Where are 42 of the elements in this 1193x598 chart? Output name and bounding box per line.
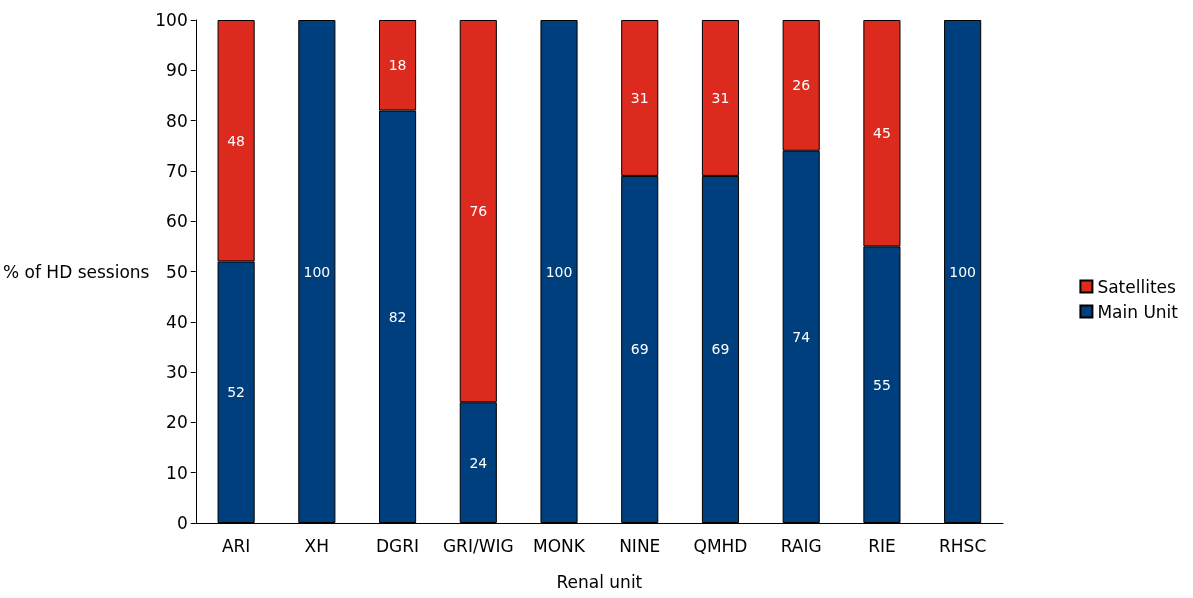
data-label: 52 (227, 384, 246, 401)
legend-label: Satellites (1097, 276, 1177, 297)
x-tick-label: DGRI (376, 535, 420, 556)
x-tick-label: XH (304, 535, 330, 556)
y-tick-label: 90 (166, 60, 188, 81)
x-tick-label: RAIG (780, 535, 822, 556)
x-tick-label: MONK (533, 535, 586, 556)
legend-label: Main Unit (1097, 301, 1179, 322)
data-label: 48 (227, 132, 246, 149)
y-tick-label: 100 (155, 10, 188, 30)
data-label: 100 (303, 263, 331, 280)
x-axis-title: Renal unit (556, 571, 643, 592)
y-axis-title: % of HD sessions (2, 261, 150, 282)
y-tick-label: 80 (166, 110, 188, 131)
data-label: 45 (873, 125, 891, 142)
data-label: 24 (469, 454, 488, 471)
data-label: 69 (711, 341, 730, 358)
x-tick-label: GRI/WIG (442, 535, 514, 556)
data-label: 100 (949, 263, 977, 280)
data-label: 18 (388, 57, 407, 74)
data-label: 55 (873, 376, 891, 393)
data-label: 76 (469, 203, 488, 220)
data-label: 69 (630, 341, 649, 358)
y-tick-label: 60 (166, 211, 188, 232)
x-tick-label: RIE (868, 535, 896, 556)
y-tick-label: 30 (166, 362, 188, 383)
y-tick-label: 10 (166, 462, 188, 483)
data-label: 26 (792, 77, 811, 94)
x-tick-label: NINE (619, 535, 661, 556)
x-tick-label: ARI (221, 535, 251, 556)
y-tick-label: 70 (166, 160, 188, 181)
data-label: 31 (630, 89, 649, 106)
data-label: 100 (545, 263, 573, 280)
data-label: 74 (792, 328, 811, 345)
data-label: 31 (711, 89, 730, 106)
x-tick-label: RHSC (939, 535, 987, 556)
x-tick-label: QMHD (693, 535, 748, 556)
y-tick-label: 50 (166, 261, 188, 282)
y-tick-label: 40 (166, 311, 188, 332)
y-tick-label: 0 (176, 513, 188, 533)
data-label: 82 (388, 308, 407, 325)
y-tick-label: 20 (166, 412, 188, 433)
